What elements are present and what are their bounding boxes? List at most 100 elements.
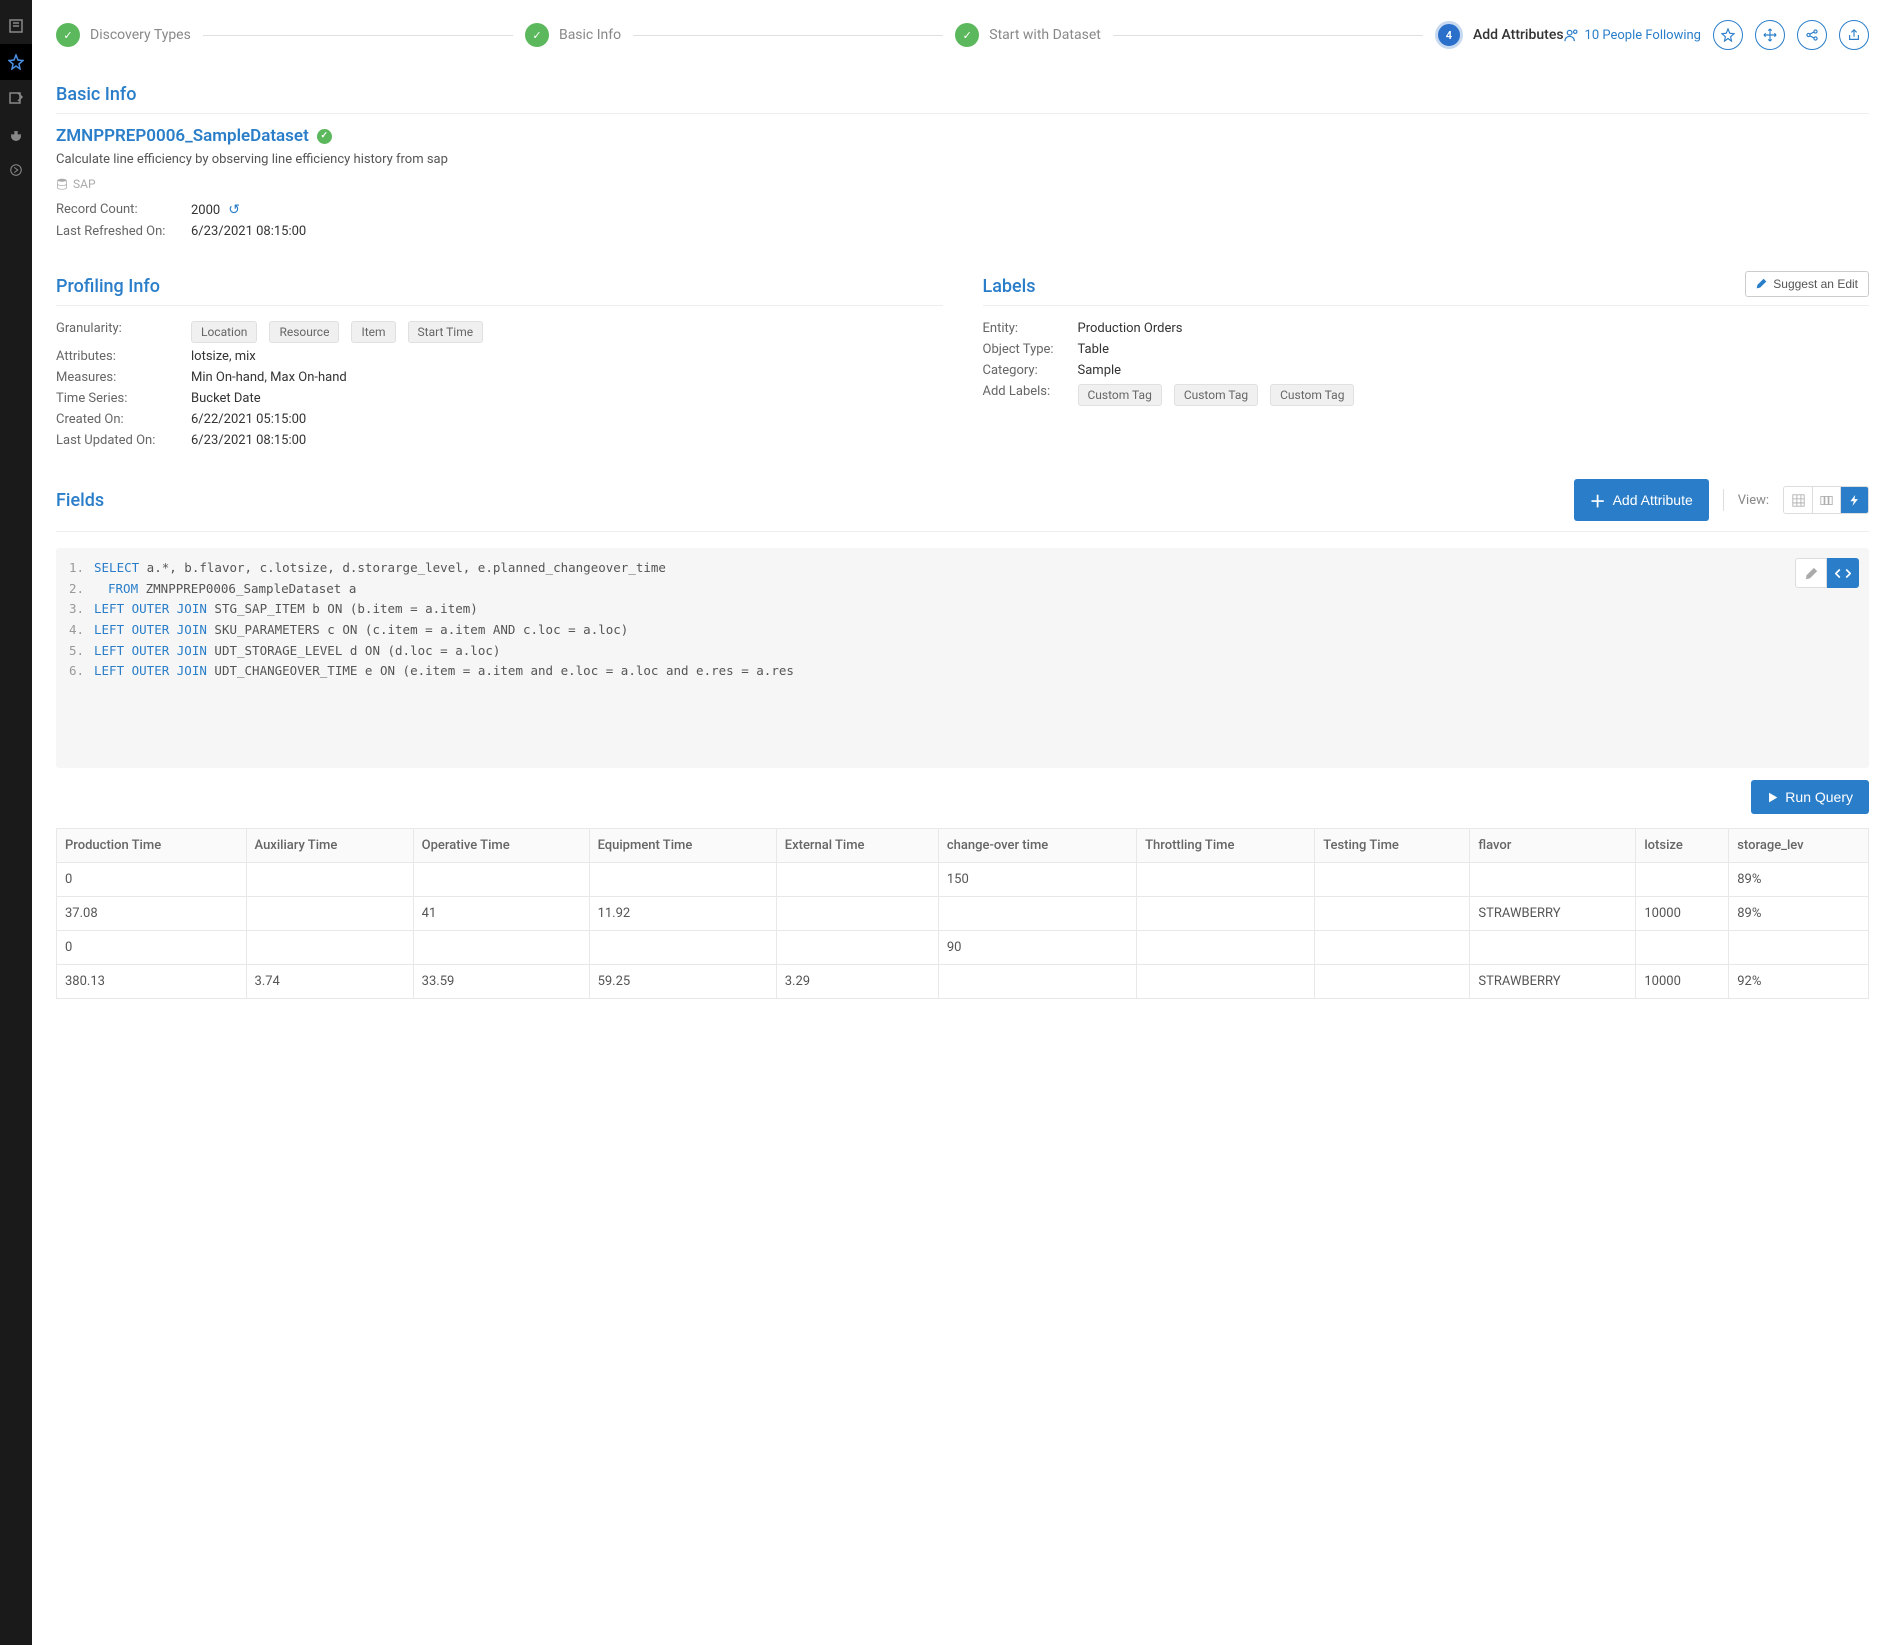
- category-label: Category:: [983, 363, 1078, 378]
- entity-value: Production Orders: [1078, 321, 1183, 336]
- labels-column: Labels Suggest an Edit Entity: Productio…: [983, 262, 1870, 451]
- table-cell: [1636, 931, 1729, 965]
- table-cell: 10000: [1636, 897, 1729, 931]
- table-cell: [776, 897, 938, 931]
- table-header[interactable]: External Time: [776, 829, 938, 863]
- record-count-row: Record Count: 2000 ↺: [56, 199, 1869, 221]
- nav-item-5[interactable]: [0, 152, 32, 188]
- table-header[interactable]: Throttling Time: [1137, 829, 1315, 863]
- attributes-label: Attributes:: [56, 349, 191, 364]
- bolt-icon: [1849, 494, 1860, 507]
- nav-item-3[interactable]: [0, 80, 32, 116]
- view-grid-button[interactable]: [1784, 487, 1812, 513]
- table-cell: 10000: [1636, 965, 1729, 999]
- database-icon: [56, 178, 68, 190]
- fields-header: Fields ＋ Add Attribute View:: [56, 479, 1869, 532]
- table-header[interactable]: change-over time: [938, 829, 1136, 863]
- view-sql-button[interactable]: [1840, 487, 1868, 513]
- favorite-button[interactable]: [1713, 20, 1743, 50]
- granularity-chip[interactable]: Resource: [269, 321, 339, 343]
- sql-editor[interactable]: 1.SELECT a.*, b.flavor, c.lotsize, d.sto…: [56, 548, 1869, 768]
- run-query-button[interactable]: Run Query: [1751, 780, 1869, 814]
- table-header[interactable]: flavor: [1470, 829, 1636, 863]
- table-cell: STRAWBERRY: [1470, 965, 1636, 999]
- step-add-attributes[interactable]: 4 Add Attributes: [1435, 21, 1564, 49]
- step-basic-info[interactable]: ✓ Basic Info: [525, 23, 621, 47]
- table-cell: [1729, 931, 1869, 965]
- step-label: Discovery Types: [90, 27, 191, 43]
- timeseries-label: Time Series:: [56, 391, 191, 406]
- pencil-icon: [1756, 278, 1767, 289]
- category-value: Sample: [1078, 363, 1122, 378]
- share-button[interactable]: [1797, 20, 1827, 50]
- nav-item-1[interactable]: [0, 8, 32, 44]
- granularity-chips: Location Resource Item Start Time: [191, 321, 487, 343]
- view-toggle: [1783, 486, 1869, 514]
- updated-row: Last Updated On: 6/23/2021 08:15:00: [56, 430, 943, 451]
- label-chip[interactable]: Custom Tag: [1270, 384, 1354, 406]
- objtype-value: Table: [1078, 342, 1109, 357]
- table-cell: [1137, 965, 1315, 999]
- table-header[interactable]: lotsize: [1636, 829, 1729, 863]
- suggest-edit-button[interactable]: Suggest an Edit: [1745, 271, 1869, 297]
- table-cell: [938, 965, 1136, 999]
- step-discovery-types[interactable]: ✓ Discovery Types: [56, 23, 191, 47]
- timeseries-value: Bucket Date: [191, 391, 261, 406]
- columns-icon: [1820, 494, 1833, 507]
- table-cell: [776, 863, 938, 897]
- table-header[interactable]: Auxiliary Time: [246, 829, 413, 863]
- table-header[interactable]: Testing Time: [1315, 829, 1470, 863]
- updated-value: 6/23/2021 08:15:00: [191, 433, 306, 448]
- table-cell: 37.08: [57, 897, 247, 931]
- check-icon: ✓: [955, 23, 979, 47]
- label-chip[interactable]: Custom Tag: [1078, 384, 1162, 406]
- category-row: Category: Sample: [983, 360, 1870, 381]
- sql-toolbar: [1795, 558, 1859, 588]
- grid-icon: [1792, 494, 1805, 507]
- step-start-dataset[interactable]: ✓ Start with Dataset: [955, 23, 1101, 47]
- step-number: 4: [1435, 21, 1463, 49]
- dataset-description: Calculate line efficiency by observing l…: [56, 152, 1869, 167]
- view-columns-button[interactable]: [1812, 487, 1840, 513]
- export-button[interactable]: [1839, 20, 1869, 50]
- nav-item-4[interactable]: [0, 116, 32, 152]
- addlabels-label: Add Labels:: [983, 384, 1078, 406]
- sql-code-button[interactable]: [1827, 558, 1859, 588]
- divider: [1723, 489, 1724, 511]
- nav-item-2[interactable]: [0, 44, 32, 80]
- refreshed-label: Last Refreshed On:: [56, 224, 191, 239]
- refreshed-value: 6/23/2021 08:15:00: [191, 224, 306, 239]
- table-cell: 33.59: [413, 965, 589, 999]
- measures-value: Min On-hand, Max On-hand: [191, 370, 347, 385]
- table-header[interactable]: Equipment Time: [589, 829, 776, 863]
- history-icon[interactable]: ↺: [228, 202, 240, 218]
- table-cell: [413, 863, 589, 897]
- dataset-source: SAP: [56, 177, 1869, 191]
- label-chip[interactable]: Custom Tag: [1174, 384, 1258, 406]
- table-header[interactable]: Operative Time: [413, 829, 589, 863]
- table-cell: [1315, 863, 1470, 897]
- table-cell: 0: [57, 863, 247, 897]
- table-cell: [589, 931, 776, 965]
- granularity-chip[interactable]: Item: [351, 321, 395, 343]
- sql-edit-button[interactable]: [1795, 558, 1827, 588]
- table-cell: 3.74: [246, 965, 413, 999]
- granularity-chip[interactable]: Start Time: [408, 321, 484, 343]
- followers-link[interactable]: 10 People Following: [1564, 28, 1701, 43]
- table-row: 090: [57, 931, 1869, 965]
- move-button[interactable]: [1755, 20, 1785, 50]
- add-attr-label: Add Attribute: [1613, 492, 1693, 508]
- record-count-label: Record Count:: [56, 202, 191, 218]
- record-count-value: 2000: [191, 203, 220, 218]
- table-cell: [1315, 965, 1470, 999]
- table-header[interactable]: Production Time: [57, 829, 247, 863]
- granularity-chip[interactable]: Location: [191, 321, 257, 343]
- add-attribute-button[interactable]: ＋ Add Attribute: [1574, 479, 1709, 521]
- table-cell: 3.29: [776, 965, 938, 999]
- source-name: SAP: [73, 177, 96, 191]
- dataset-name: ZMNPPREP0006_SampleDataset: [56, 126, 309, 146]
- table-cell: 59.25: [589, 965, 776, 999]
- table-header[interactable]: storage_lev: [1729, 829, 1869, 863]
- table-cell: 89%: [1729, 897, 1869, 931]
- table-cell: [1315, 931, 1470, 965]
